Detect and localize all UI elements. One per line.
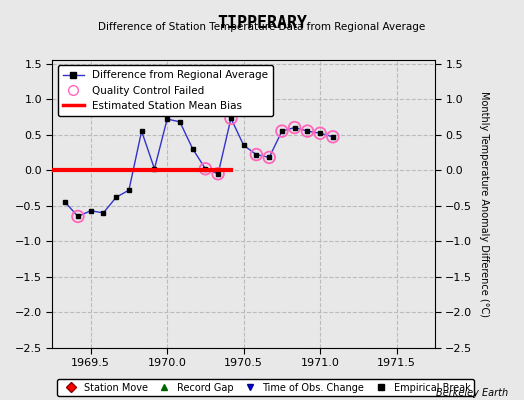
- Point: [214, 170, 222, 177]
- Point: [316, 130, 324, 136]
- Y-axis label: Monthly Temperature Anomaly Difference (°C): Monthly Temperature Anomaly Difference (…: [479, 91, 489, 317]
- Point: [290, 124, 299, 131]
- Point: [303, 128, 312, 134]
- Point: [201, 166, 210, 172]
- Point: [329, 134, 337, 140]
- Point: [227, 115, 235, 122]
- Text: TIPPERARY: TIPPERARY: [217, 14, 307, 32]
- Text: Difference of Station Temperature Data from Regional Average: Difference of Station Temperature Data f…: [99, 22, 425, 32]
- Point: [278, 128, 286, 134]
- Text: Berkeley Earth: Berkeley Earth: [436, 388, 508, 398]
- Point: [265, 154, 274, 161]
- Point: [252, 151, 260, 158]
- Point: [74, 213, 82, 220]
- Legend: Station Move, Record Gap, Time of Obs. Change, Empirical Break: Station Move, Record Gap, Time of Obs. C…: [57, 379, 474, 396]
